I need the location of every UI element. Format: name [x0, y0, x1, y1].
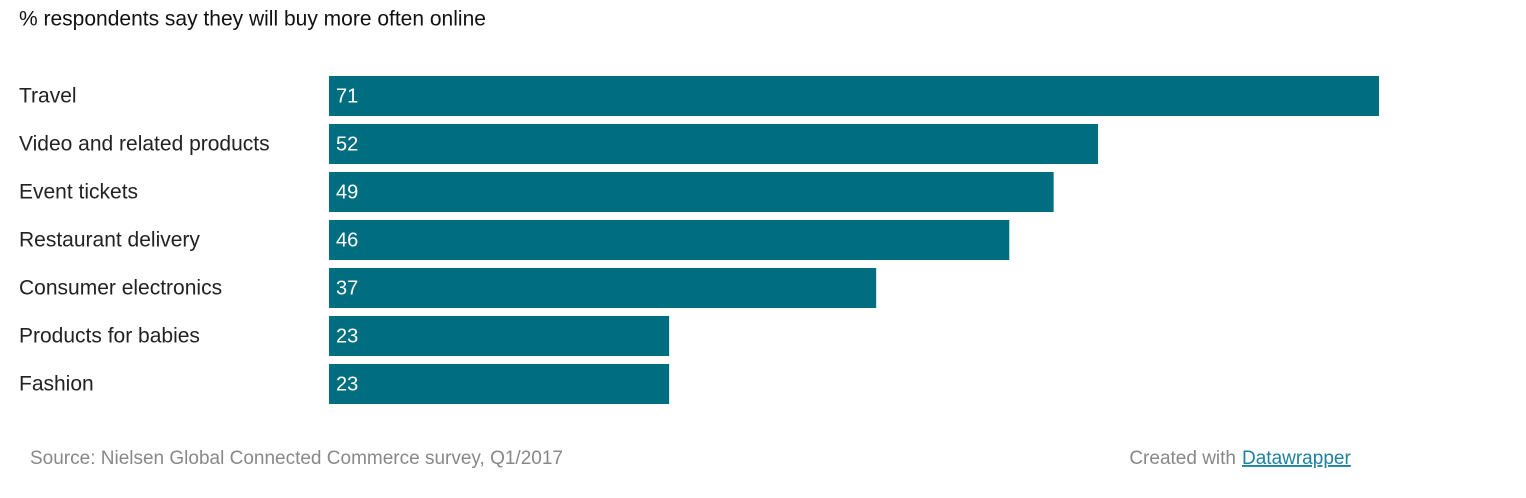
bar [329, 268, 877, 308]
source: Source: Nielsen Global Connected Commerc… [30, 448, 563, 469]
value-label: 71 [336, 85, 358, 107]
bar [329, 76, 1379, 116]
category-label: Fashion [19, 373, 94, 396]
bar [329, 124, 1099, 164]
category-label: Consumer electronics [19, 277, 222, 300]
value-label: 37 [336, 277, 358, 299]
category-label: Travel [19, 85, 77, 108]
category-label: Products for babies [19, 325, 200, 348]
category-label: Video and related products [19, 133, 270, 156]
value-label: 23 [336, 325, 358, 347]
credit-link[interactable]: Datawrapper [1242, 448, 1351, 469]
value-label: 23 [336, 373, 358, 395]
value-label: 49 [336, 181, 358, 203]
bar [329, 364, 670, 404]
credit: Created with [1129, 448, 1236, 469]
bar [329, 172, 1054, 212]
category-label: Event tickets [19, 181, 138, 204]
bar [329, 316, 670, 356]
value-label: 46 [336, 229, 358, 251]
bar [329, 220, 1010, 260]
category-label: Restaurant delivery [19, 229, 200, 252]
value-label: 52 [336, 133, 358, 155]
chart-title: % respondents say they will buy more oft… [19, 8, 486, 31]
